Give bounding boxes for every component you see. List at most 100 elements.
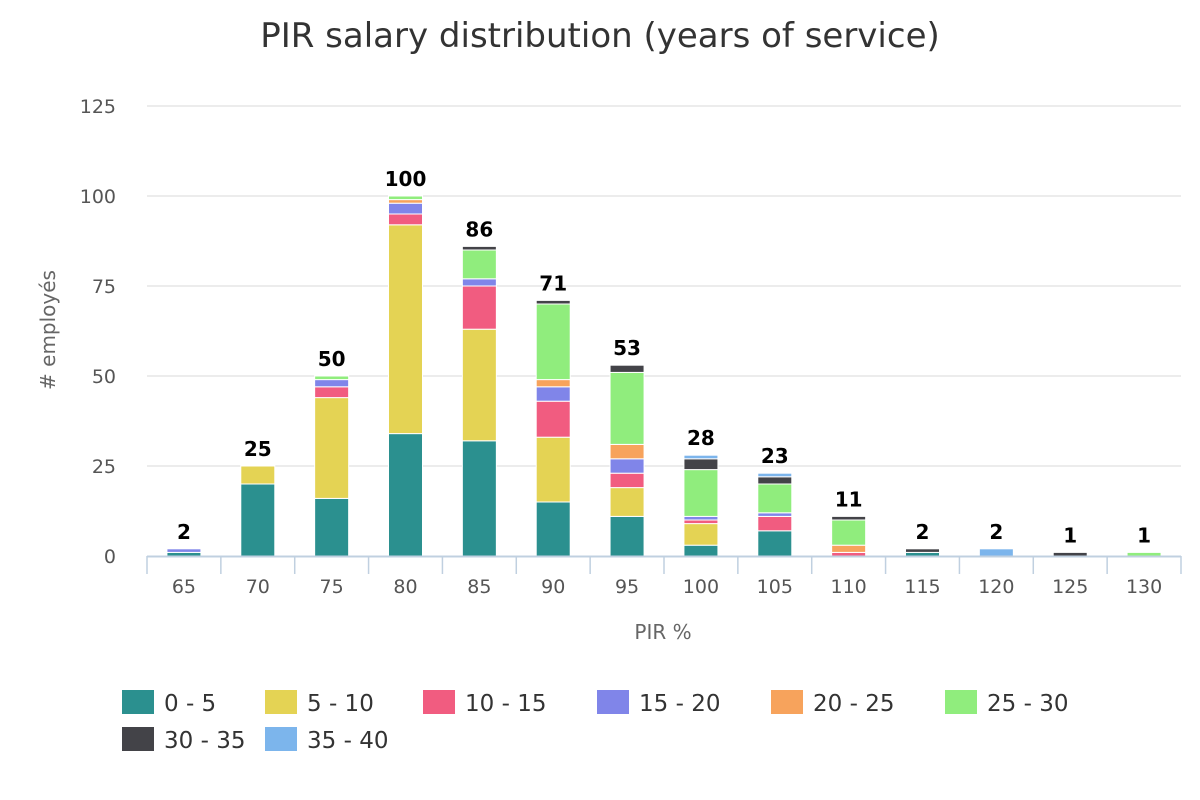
bar-segment: [905, 551, 940, 557]
bar-segment: [461, 440, 497, 557]
x-tick-label: 85: [467, 576, 491, 598]
bar-segment: [461, 278, 497, 287]
legend-item[interactable]: 5 - 10: [265, 690, 374, 717]
bar-segment: [757, 483, 793, 514]
bar-segment: [388, 224, 423, 435]
bar-segment: [683, 469, 719, 517]
x-tick-label: 120: [978, 576, 1014, 598]
bar-segment: [240, 483, 276, 557]
x-tick-label: 110: [831, 576, 867, 598]
y-axis-title: # employés: [36, 270, 60, 390]
y-tick-label: 100: [80, 186, 116, 208]
y-tick-label: 50: [92, 366, 116, 388]
x-tick-label: 105: [757, 576, 793, 598]
bar-segment: [683, 523, 719, 546]
stack-total-label: 53: [613, 336, 641, 360]
bar-segment: [535, 299, 571, 305]
legend-swatch: [122, 690, 154, 714]
y-tick-label: 75: [92, 276, 116, 298]
x-tick-label: 75: [320, 576, 344, 598]
stack-total-label: 28: [687, 426, 715, 450]
legend-item[interactable]: 35 - 40: [265, 727, 388, 754]
bar-segment: [388, 195, 423, 201]
bar-segment: [683, 458, 719, 471]
x-tick-label: 100: [683, 576, 719, 598]
bar-segment: [388, 202, 423, 215]
bar-segment: [388, 433, 423, 557]
x-tick-label: 70: [246, 576, 270, 598]
grid-lines: [147, 105, 1181, 467]
bar-segment: [461, 249, 497, 280]
bar-segment: [831, 519, 867, 546]
bar-segment: [831, 515, 867, 521]
y-tick-label: 125: [80, 96, 116, 118]
bar-segment: [609, 371, 645, 445]
legend-swatch: [122, 727, 154, 751]
legend-label: 0 - 5: [164, 691, 216, 717]
bar-segment: [757, 515, 793, 532]
x-tick-label: 115: [904, 576, 940, 598]
x-tick-label: 90: [541, 576, 565, 598]
legend-label: 35 - 40: [307, 728, 388, 754]
bar-segment: [757, 530, 793, 557]
bar-segment: [978, 548, 1014, 557]
legend-item[interactable]: 15 - 20: [597, 690, 720, 717]
legend-label: 20 - 25: [813, 691, 894, 717]
x-tick-label: 130: [1126, 576, 1162, 598]
legend-label: 5 - 10: [307, 691, 374, 717]
x-axis: 65 70 75 80 85 90 95 100 105 110 115 120 125 130: [146, 555, 1182, 598]
bar-segment: [388, 213, 423, 226]
stack-total-label: 1: [1063, 523, 1077, 547]
legend-label: 30 - 35: [164, 728, 245, 754]
bar-stacks: [166, 195, 1162, 557]
x-tick-label: 65: [172, 576, 196, 598]
stack-total-label: 1: [1137, 523, 1151, 547]
stack-total-label: 25: [244, 437, 272, 461]
legend-swatch: [265, 727, 297, 751]
bar-segment: [535, 379, 571, 388]
stack-total-label: 11: [835, 487, 863, 511]
stack-total-label: 50: [318, 347, 346, 371]
bar-segment: [314, 397, 350, 499]
bar-segment: [683, 515, 719, 521]
x-tick-label: 80: [393, 576, 417, 598]
stack-total-label: 2: [916, 520, 930, 544]
bar-segment: [535, 386, 571, 402]
legend-item[interactable]: 30 - 35: [122, 727, 245, 754]
legend-swatch: [945, 690, 977, 714]
legend-item[interactable]: 20 - 25: [771, 690, 894, 717]
bar-segment: [609, 443, 645, 460]
x-axis-title: PIR %: [634, 620, 691, 644]
bar-segment: [609, 515, 645, 557]
bar-segment: [683, 519, 719, 525]
bar-segment: [831, 551, 867, 557]
bar-segment: [461, 245, 497, 251]
bar-segment: [535, 436, 571, 503]
bar-segment: [461, 328, 497, 442]
x-tick-label: 95: [615, 576, 639, 598]
bar-segment: [535, 400, 571, 438]
bar-segment: [757, 472, 793, 478]
bar-segment: [535, 303, 571, 381]
stack-total-label: 71: [539, 271, 567, 295]
bar-segment: [314, 386, 350, 399]
bar-segment: [757, 512, 793, 517]
stack-total-label: 2: [989, 520, 1003, 544]
bar-segment: [609, 472, 645, 489]
bar-segment: [388, 199, 423, 204]
legend-label: 15 - 20: [639, 691, 720, 717]
stack-total-label: 23: [761, 444, 789, 468]
bar-segment: [609, 458, 645, 474]
legend-item[interactable]: 10 - 15: [423, 690, 546, 717]
legend: 0 - 5 5 - 10 10 - 15 15 - 20 20 - 25 25 - 30 3…: [122, 690, 1068, 754]
legend-label: 25 - 30: [987, 691, 1068, 717]
legend-item[interactable]: 0 - 5: [122, 690, 216, 717]
legend-swatch: [771, 690, 803, 714]
bar-segment: [683, 454, 719, 460]
x-tick-label: 125: [1052, 576, 1088, 598]
legend-item[interactable]: 25 - 30: [945, 690, 1068, 717]
stack-total-label: 86: [465, 217, 493, 241]
y-tick-label: 0: [104, 546, 116, 568]
bar-segment: [1126, 551, 1162, 557]
